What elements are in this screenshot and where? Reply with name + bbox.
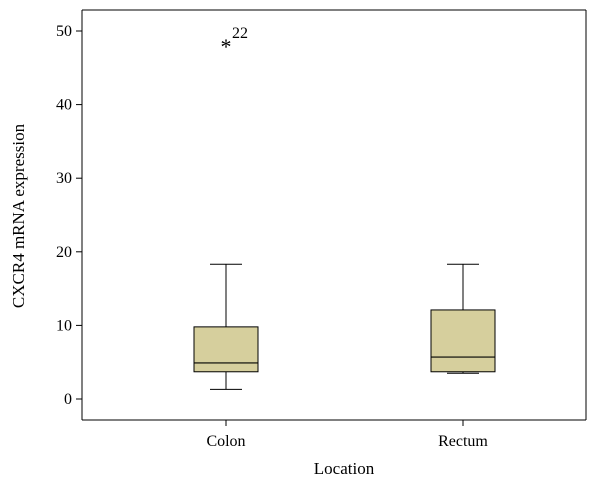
box-iqr — [430, 309, 496, 373]
box-colon — [193, 263, 259, 390]
outlier-label: 22 — [232, 25, 248, 42]
y-tick-label: 40 — [56, 97, 72, 114]
box-rectum — [430, 263, 496, 374]
outlier-marker: * — [221, 34, 232, 59]
x-tick-label: Colon — [206, 433, 245, 450]
y-axis-ticks: 0 10 20 30 40 50 — [56, 23, 82, 408]
x-axis-ticks: Colon Rectum — [206, 420, 488, 450]
y-tick-label: 0 — [64, 391, 72, 408]
x-axis-title: Location — [314, 459, 375, 478]
box-iqr — [193, 326, 259, 373]
plot-frame — [81, 9, 587, 421]
y-tick-label: 10 — [56, 317, 72, 334]
y-tick-label: 50 — [56, 23, 72, 40]
y-tick-label: 30 — [56, 170, 72, 187]
x-tick-label: Rectum — [438, 433, 488, 450]
outlier-series: *22 — [221, 25, 249, 59]
box-series — [193, 263, 496, 390]
y-tick-label: 20 — [56, 244, 72, 261]
y-axis-title: CXCR4 mRNA expression — [9, 123, 28, 308]
